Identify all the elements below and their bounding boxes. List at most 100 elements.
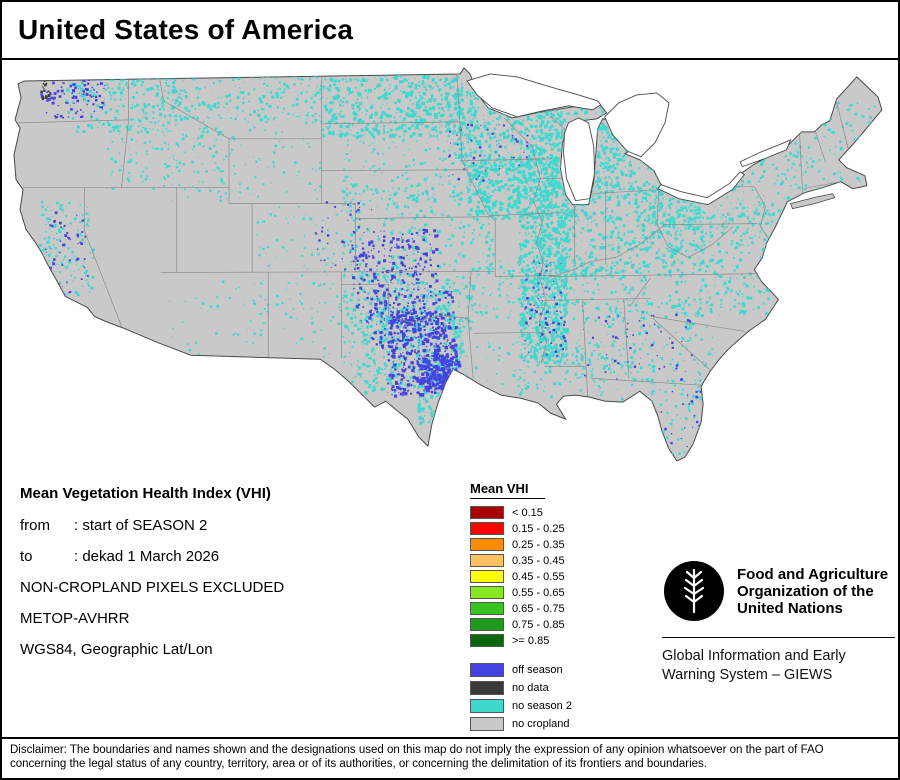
lake-superior xyxy=(466,73,602,118)
legend-row: 0.25 - 0.35 xyxy=(470,538,572,551)
state-border-line xyxy=(802,181,841,190)
state-border-line xyxy=(459,123,463,161)
lake-huron xyxy=(604,92,670,158)
giews-line: Warning System – GIEWS xyxy=(662,667,833,683)
disclaimer-line: concerning the legal status of any count… xyxy=(10,758,707,770)
state-border-line xyxy=(160,271,495,273)
state-border-line xyxy=(539,298,651,301)
fao-block: Food and Agriculture Organization of the… xyxy=(662,559,895,685)
disclaimer-line: Disclaimer: The boundaries and names sho… xyxy=(10,744,824,756)
legend-swatch xyxy=(470,699,504,713)
state-border-line xyxy=(467,271,472,319)
usa-landmass xyxy=(13,67,883,462)
vhi-class-list: < 0.15 0.15 - 0.25 0.25 - 0.35 0.35 - 0.45 0… xyxy=(470,506,572,647)
giews-line: Global Information and Early xyxy=(662,648,846,664)
legend-label: no cropland xyxy=(512,718,570,730)
map-legend: Mean VHI < 0.15 0.15 - 0.25 0.25 - 0.35 0.3… xyxy=(470,480,572,735)
state-border-line xyxy=(532,178,547,364)
legend-label: no data xyxy=(512,682,549,694)
legend-row: 0.55 - 0.65 xyxy=(470,586,572,599)
state-border-line xyxy=(662,223,758,225)
to-label: to xyxy=(20,548,33,565)
legend-label: 0.35 - 0.45 xyxy=(512,554,565,567)
legend-row: off season xyxy=(470,663,572,677)
great-lakes xyxy=(466,73,792,206)
state-border-line xyxy=(582,300,588,397)
fao-name: Food and Agriculture Organization of the… xyxy=(737,566,888,617)
state-border-line xyxy=(321,169,469,172)
legend-swatch xyxy=(470,663,504,677)
state-border-line xyxy=(456,73,461,124)
state-border-line xyxy=(158,73,230,140)
info-line-sensor: METOP-AVHRR xyxy=(20,610,130,627)
legend-row: no cropland xyxy=(470,717,572,731)
state-border-line xyxy=(467,318,474,379)
legend-swatch xyxy=(470,717,504,731)
legend-label: 0.75 - 0.85 xyxy=(512,618,565,631)
state-border-line xyxy=(590,377,702,386)
legend-swatch xyxy=(470,634,504,647)
info-line-projection: WGS84, Geographic Lat/Lon xyxy=(20,641,213,658)
giews-caption: Global Information and Early Warning Sys… xyxy=(662,647,895,685)
legend-row: 0.35 - 0.45 xyxy=(470,554,572,567)
legend-label: off season xyxy=(512,664,563,676)
lake-ontario xyxy=(739,138,792,168)
status-class-list: off season no data no season 2 no cropland xyxy=(470,663,572,731)
state-border-line xyxy=(799,132,803,194)
state-border-line xyxy=(548,223,667,278)
state-border-line xyxy=(321,121,460,125)
legend-label: 0.45 - 0.55 xyxy=(512,570,565,583)
state-border-line xyxy=(355,216,491,219)
state-border-line xyxy=(754,186,771,242)
legend-label: 0.55 - 0.65 xyxy=(512,586,565,599)
legend-label: >= 0.85 xyxy=(512,634,550,647)
legend-swatch xyxy=(470,602,504,615)
fao-name-line: United Nations xyxy=(737,599,843,617)
legend-swatch xyxy=(470,618,504,631)
to-value: : dekad 1 March 2026 xyxy=(74,548,220,565)
legend-label: < 0.15 xyxy=(512,506,543,519)
legend-swatch xyxy=(470,522,504,535)
legend-label: 0.65 - 0.75 xyxy=(512,602,565,615)
fao-name-line: Organization of the xyxy=(737,582,874,600)
fao-divider xyxy=(662,637,895,638)
usa-map xyxy=(13,67,883,462)
legend-row: no data xyxy=(470,681,572,695)
legend-gap xyxy=(470,650,572,663)
legend-title: Mean VHI xyxy=(470,481,545,499)
map-info: Mean Vegetation Health Index (VHI) from … xyxy=(20,485,284,672)
state-border-line xyxy=(656,223,734,258)
page-title: United States of America xyxy=(18,14,354,45)
legend-row: 0.15 - 0.25 xyxy=(470,522,572,535)
fao-logo-icon xyxy=(664,561,724,621)
legend-swatch xyxy=(470,681,504,695)
lake-michigan xyxy=(563,117,596,202)
legend-label: 0.15 - 0.25 xyxy=(512,522,565,535)
legend-row: 0.65 - 0.75 xyxy=(470,602,572,615)
disclaimer: Disclaimer: The boundaries and names sho… xyxy=(10,743,824,771)
state-border-line xyxy=(83,187,122,327)
state-border-line xyxy=(18,119,129,124)
legend-swatch xyxy=(470,586,504,599)
state-border-line xyxy=(629,277,652,307)
legend-row: >= 0.85 xyxy=(470,634,572,647)
legend-row: 0.45 - 0.55 xyxy=(470,570,572,583)
state-border-line xyxy=(461,160,489,215)
state-border-line xyxy=(388,315,469,323)
legend-row: < 0.15 xyxy=(470,506,572,519)
state-border-line xyxy=(462,158,553,162)
legend-swatch xyxy=(470,570,504,583)
from-value: : start of SEASON 2 xyxy=(74,517,208,534)
info-from-row: from : start of SEASON 2 xyxy=(20,517,284,535)
legend-row: 0.75 - 0.85 xyxy=(470,618,572,631)
state-border-line xyxy=(835,98,851,155)
state-border-line xyxy=(121,73,129,188)
state-border-line xyxy=(503,117,541,179)
legend-label: no season 2 xyxy=(512,700,572,712)
footer-divider xyxy=(2,737,898,739)
legend-label: 0.25 - 0.35 xyxy=(512,538,565,551)
title-divider xyxy=(2,58,898,60)
state-border-line xyxy=(495,275,558,277)
state-border-line xyxy=(548,273,776,277)
